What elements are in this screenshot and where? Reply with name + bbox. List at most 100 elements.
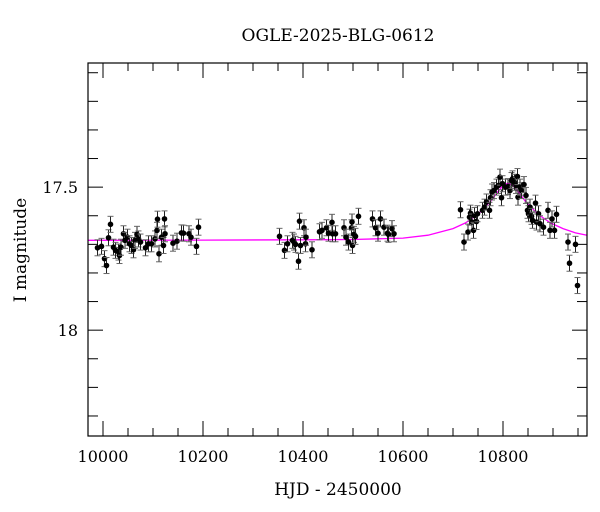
data-marker	[566, 260, 573, 267]
data-marker	[385, 231, 392, 238]
data-point	[545, 201, 551, 219]
data-point	[385, 225, 392, 243]
data-point	[349, 213, 355, 231]
data-marker	[498, 194, 505, 201]
data-point	[297, 236, 304, 255]
data-marker	[162, 230, 168, 237]
data-marker	[553, 211, 560, 218]
data-point	[103, 257, 110, 275]
x-axis-label: HJD - 2450000	[274, 480, 402, 500]
data-marker	[148, 240, 155, 247]
data-point	[377, 210, 384, 228]
data-marker	[295, 258, 302, 265]
data-point	[309, 241, 315, 259]
data-point	[566, 254, 573, 272]
data-marker	[297, 242, 304, 249]
data-point	[474, 205, 481, 223]
data-marker	[193, 243, 200, 250]
data-point	[391, 225, 397, 243]
data-point	[470, 221, 477, 239]
data-point	[154, 210, 161, 228]
y-axis-label: I magnitude	[11, 198, 31, 302]
data-marker	[391, 230, 397, 237]
data-marker	[565, 239, 571, 245]
data-marker	[161, 216, 168, 222]
data-point	[180, 224, 187, 242]
data-marker	[156, 250, 162, 257]
data-marker	[549, 216, 555, 222]
data-marker	[154, 227, 160, 234]
data-marker	[329, 219, 335, 226]
x-tick-label: 10000	[78, 447, 129, 466]
data-point	[381, 218, 387, 236]
data-point	[521, 176, 527, 194]
data-marker	[375, 230, 381, 236]
data-marker	[574, 282, 581, 289]
data-point	[465, 223, 471, 241]
data-marker	[474, 210, 481, 217]
data-point	[486, 201, 493, 219]
y-tick-labels: 17.5 18	[42, 178, 78, 340]
data-marker	[174, 238, 180, 245]
data-point	[540, 218, 547, 236]
data-point	[152, 230, 158, 248]
x-tick-label: 10800	[478, 447, 529, 466]
data-point	[296, 212, 303, 230]
data-point	[529, 211, 536, 229]
data-point	[507, 182, 513, 200]
data-marker	[369, 216, 376, 222]
data-marker	[128, 242, 135, 249]
data-marker	[284, 240, 291, 247]
data-marker	[481, 204, 488, 210]
data-marker	[160, 242, 167, 249]
plot-frame	[87, 62, 588, 437]
data-marker	[547, 227, 553, 234]
data-point	[461, 233, 467, 251]
data-point	[156, 245, 162, 263]
data-point	[532, 194, 539, 212]
data-point	[547, 221, 553, 239]
data-marker	[303, 234, 309, 241]
data-marker	[107, 221, 114, 228]
data-marker	[309, 246, 315, 253]
data-point	[137, 233, 144, 251]
data-marker	[281, 247, 288, 254]
data-point	[457, 201, 464, 219]
data-marker	[332, 230, 339, 237]
data-point	[369, 210, 376, 228]
data-point	[499, 175, 506, 193]
data-point	[162, 225, 168, 243]
data-point	[355, 207, 362, 225]
data-marker	[507, 187, 513, 194]
data-point	[553, 205, 560, 223]
data-marker	[349, 219, 355, 225]
data-marker	[372, 224, 379, 231]
data-marker	[518, 187, 525, 194]
data-marker	[486, 207, 493, 214]
data-marker	[497, 174, 503, 180]
data-marker	[118, 244, 124, 251]
data-points-group	[94, 168, 581, 295]
data-marker	[105, 234, 112, 241]
data-marker	[514, 173, 521, 180]
data-point	[148, 235, 155, 253]
data-marker	[195, 224, 202, 230]
data-marker	[545, 207, 551, 214]
data-marker	[461, 239, 467, 245]
chart-title: OGLE-2025-BLG-0612	[242, 26, 435, 46]
data-marker	[352, 233, 359, 240]
data-point	[332, 225, 339, 243]
data-marker	[349, 242, 356, 249]
data-marker	[572, 241, 579, 248]
data-point	[98, 237, 105, 255]
data-point	[284, 235, 291, 253]
data-point	[345, 233, 352, 251]
data-point	[193, 237, 200, 255]
data-point	[537, 215, 543, 233]
data-marker	[292, 241, 299, 248]
data-point	[292, 235, 299, 253]
data-marker	[537, 220, 543, 227]
data-marker	[540, 224, 547, 230]
data-point	[352, 227, 359, 245]
data-marker	[103, 262, 110, 269]
